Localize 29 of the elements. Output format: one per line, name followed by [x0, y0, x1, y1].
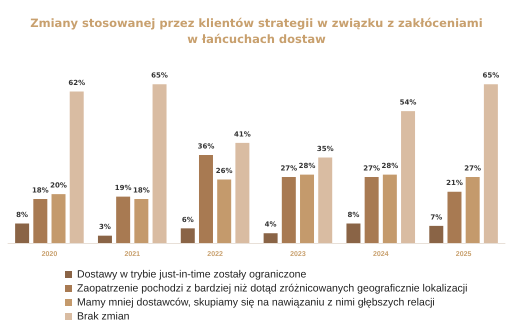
bar [401, 111, 416, 243]
bar [318, 158, 332, 243]
bar [134, 199, 148, 243]
bar [466, 177, 480, 243]
bar [116, 196, 130, 243]
legend-label: Dostawy w trybie just-in-time zostały ograniczone [77, 268, 306, 280]
bar [180, 228, 195, 243]
bar [33, 199, 48, 243]
bar [300, 174, 314, 243]
bar [198, 155, 213, 243]
legend-label: Mamy mniej dostawców, skupiamy się na nawiązaniu z nimi głębszych relacji [77, 296, 435, 308]
legend-label: Brak zmian [77, 310, 130, 322]
bar [282, 177, 296, 243]
bar [346, 223, 360, 243]
bar [152, 84, 167, 243]
bar [429, 226, 444, 243]
bar [217, 179, 232, 243]
bar [264, 233, 278, 243]
bar [70, 92, 84, 243]
bar [15, 223, 30, 243]
bar [382, 174, 397, 243]
bar [235, 142, 250, 243]
chart-title: Zmiany stosowanej przez klientów strategii w związku z zakłóceniami w łańcuchach dostaw [30, 16, 483, 46]
bar [447, 192, 462, 243]
bar [98, 236, 112, 243]
bar [364, 177, 379, 243]
legend-label: Zaopatrzenie pochodzi z bardziej niż dotąd zróżnicowanych geograficznie lokalizacji [77, 282, 468, 294]
bar [52, 194, 66, 243]
bar [484, 84, 498, 243]
